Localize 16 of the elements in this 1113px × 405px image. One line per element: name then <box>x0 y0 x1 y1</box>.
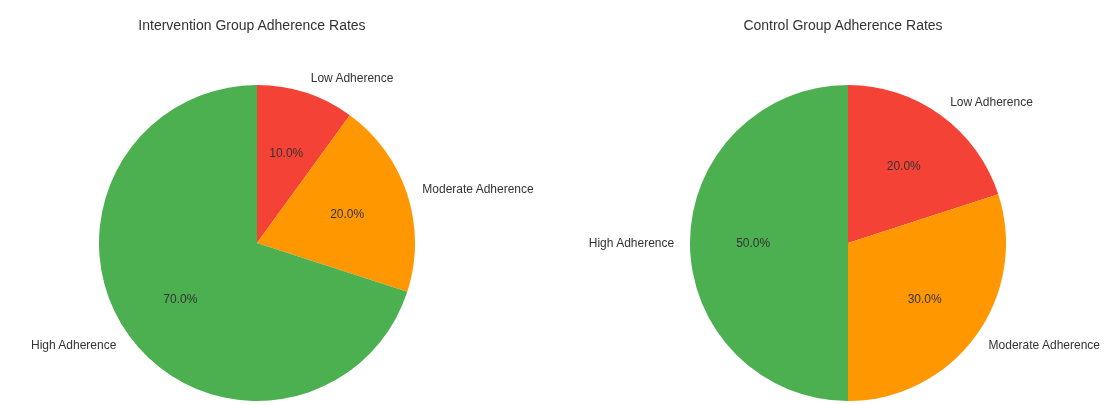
data-label: 30.0% <box>907 291 943 306</box>
slice-label: High Adherence <box>588 236 675 250</box>
data-label: 20.0% <box>886 159 922 174</box>
slice-label: Low Adherence <box>950 95 1034 110</box>
data-label: 20.0% <box>330 206 365 221</box>
data-label: 50.0% <box>736 236 771 250</box>
data-label: 10.0% <box>269 145 304 160</box>
slice-label: Moderate Adherence <box>988 338 1101 353</box>
slice-label: Low Adherence <box>310 70 394 85</box>
pie-slice <box>257 115 415 292</box>
chart-title: Intervention Group Adherence Rates <box>138 17 366 33</box>
chart-title: Control Group Adherence Rates <box>743 17 943 33</box>
pie-slice <box>690 85 848 401</box>
slice-label: High Adherence <box>30 338 117 353</box>
data-label: 70.0% <box>163 291 198 306</box>
slice-label: Moderate Adherence <box>422 182 535 197</box>
